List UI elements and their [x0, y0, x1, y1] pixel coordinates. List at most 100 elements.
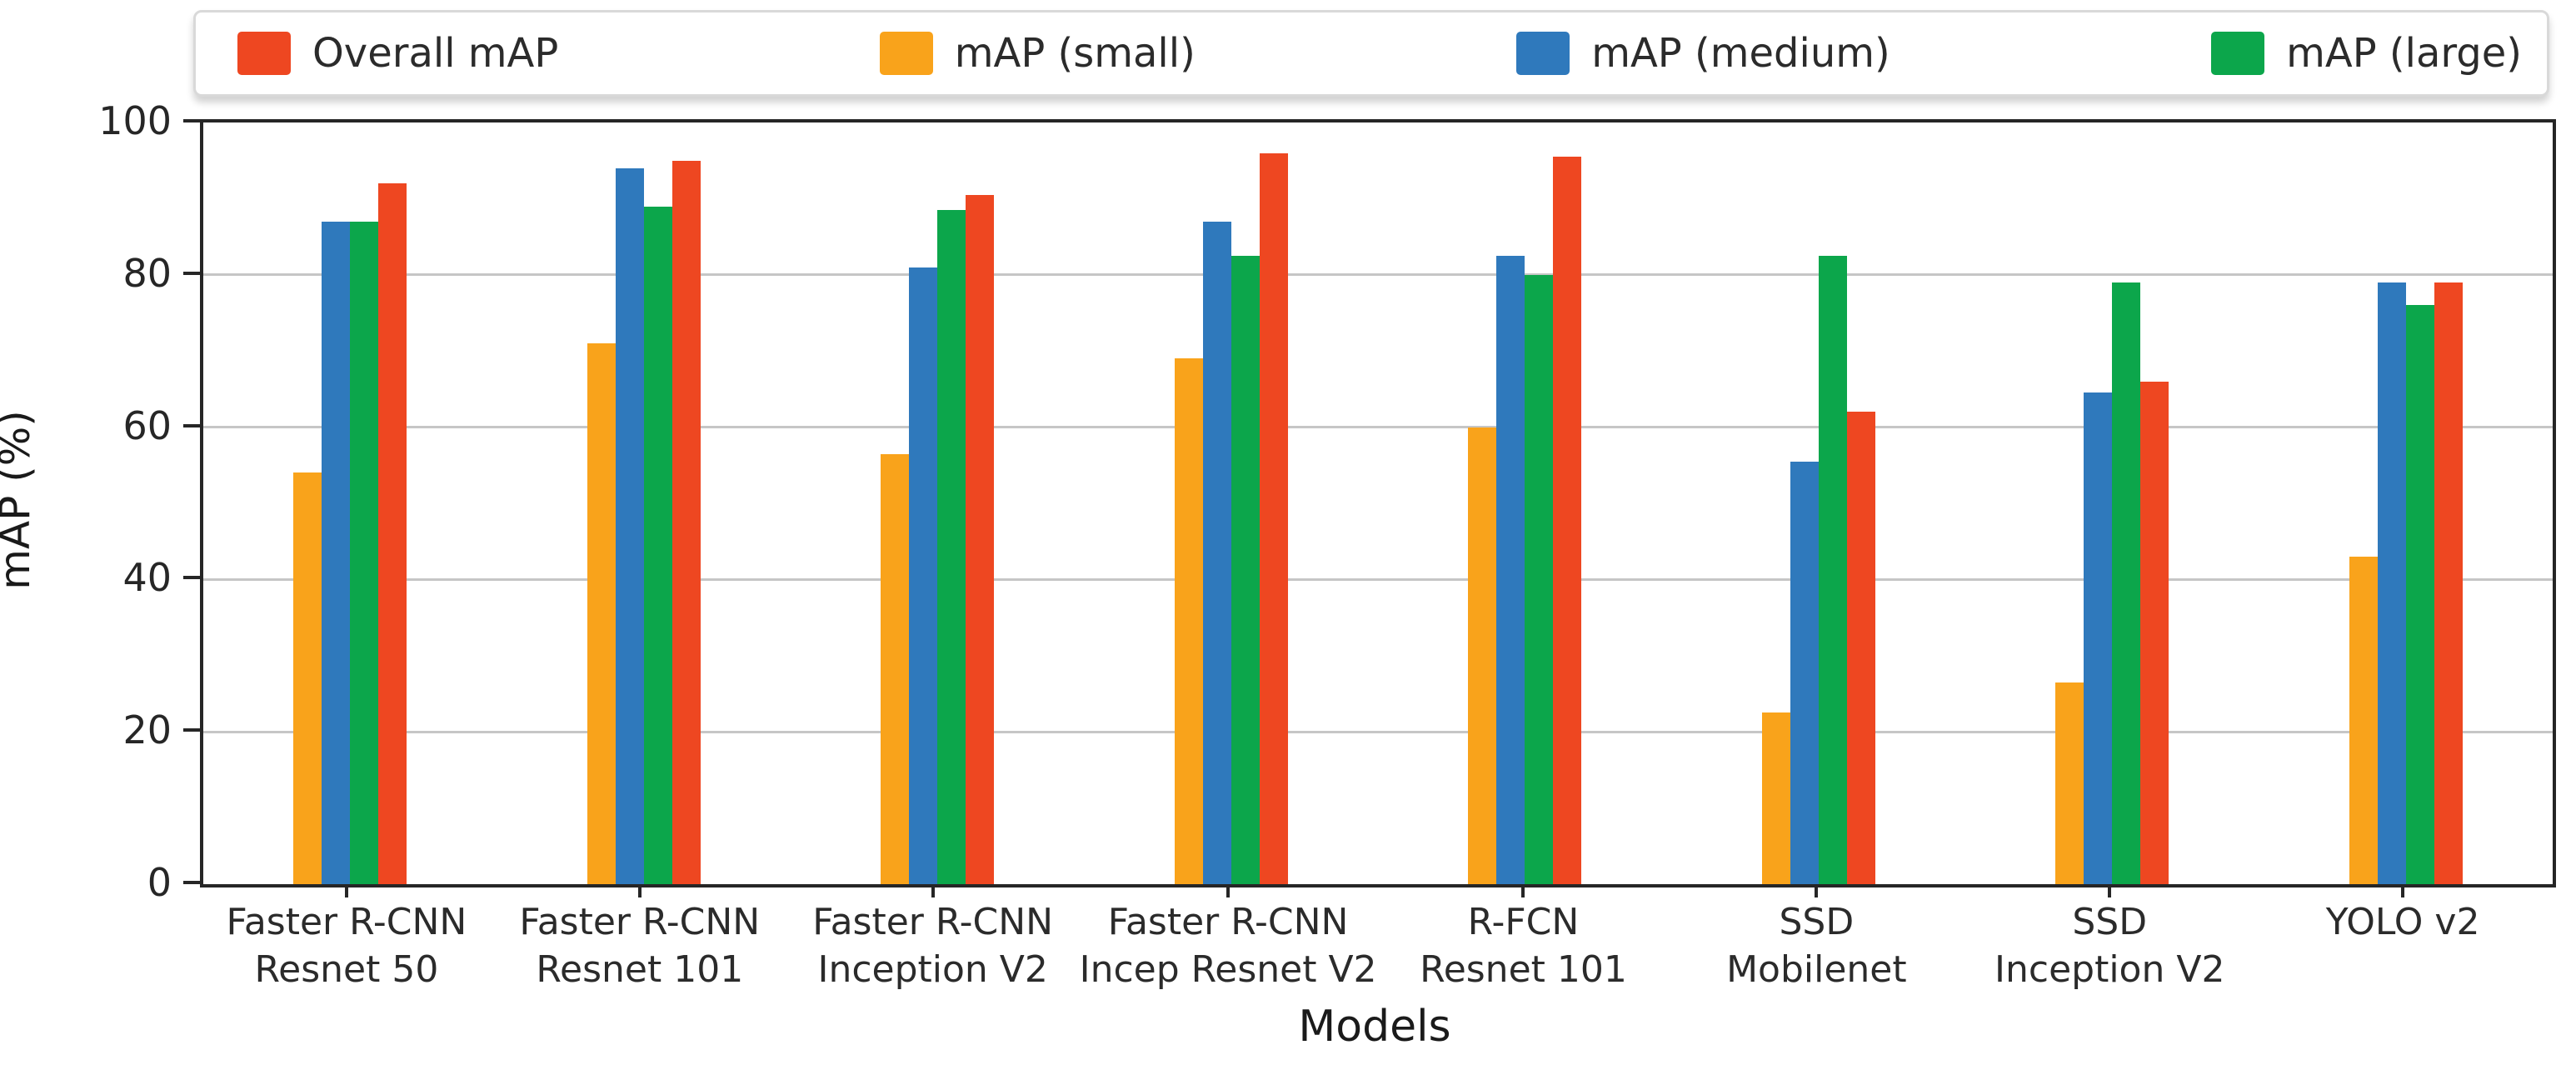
bar-overall-map: [1846, 412, 1875, 884]
legend-swatch-icon: [237, 32, 291, 75]
bar-map-small: [2055, 682, 2084, 884]
x-tick-label: Resnet 50: [254, 948, 439, 991]
bar-map-small: [587, 343, 616, 884]
x-tick-label: Inception V2: [1994, 948, 2225, 991]
bar-overall-map: [966, 194, 995, 884]
y-tick-label: 20: [122, 708, 172, 753]
x-tick: Faster R-CNN Resnet 50: [200, 884, 493, 992]
legend-swatch-icon: [1516, 32, 1570, 75]
bar-map-small: [1174, 358, 1203, 884]
legend-label: Overall mAP: [312, 30, 559, 77]
x-tick-label: SSD: [1779, 901, 1855, 943]
legend-item: mAP (small): [879, 30, 1196, 77]
x-tick: SSD Mobilenet: [1670, 884, 1963, 992]
bar-map-medium: [615, 168, 644, 884]
x-tick: Faster R-CNN Inception V2: [786, 884, 1080, 992]
x-tick-mark: [2401, 884, 2405, 898]
x-tick-mark: [931, 884, 935, 898]
x-axis: Faster R-CNN Resnet 50 Faster R-CNN Resnet …: [200, 884, 2549, 992]
bar-map-large: [1231, 255, 1260, 884]
bar-map-medium: [322, 221, 351, 884]
y-tick: 80: [122, 251, 200, 296]
y-tick-mark: [183, 576, 200, 580]
bar-overall-map: [2140, 381, 2169, 884]
bar-map-small: [1468, 427, 1497, 884]
bar-group: [791, 122, 1085, 884]
x-tick-mark: [1226, 884, 1231, 898]
x-tick-label: YOLO v2: [2325, 901, 2480, 943]
bar-map-medium: [1790, 461, 1819, 884]
x-tick-label: Resnet 101: [536, 948, 744, 991]
legend-swatch-icon: [2211, 32, 2265, 75]
bar-overall-map: [1553, 157, 1582, 884]
x-tick: YOLO v2: [2256, 884, 2549, 992]
x-tick-label: R-FCN: [1467, 901, 1580, 943]
y-tick-label: 100: [98, 98, 172, 143]
y-tick: 60: [122, 403, 200, 448]
bar-overall-map: [671, 160, 701, 884]
x-tick-label: Incep Resnet V2: [1079, 948, 1377, 991]
y-tick-mark: [183, 423, 200, 428]
y-tick: 0: [147, 860, 200, 905]
x-tick-label: Inception V2: [817, 948, 1048, 991]
y-tick-label: 40: [122, 555, 172, 601]
y-tick-mark: [183, 119, 200, 122]
y-tick-mark: [183, 271, 200, 275]
bar-group: [1672, 122, 1966, 884]
x-tick-mark: [1815, 884, 1819, 898]
y-tick-label: 80: [122, 250, 172, 296]
x-tick-label: Resnet 101: [1420, 948, 1627, 991]
bar-group: [2259, 122, 2554, 884]
bar-overall-map: [378, 183, 407, 884]
x-tick-label: Faster R-CNN: [226, 901, 467, 943]
x-tick-mark: [637, 884, 642, 898]
x-tick: SSD Inception V2: [1963, 884, 2256, 992]
y-axis-label: mAP (%): [0, 410, 39, 590]
bar-map-medium: [2084, 392, 2113, 884]
bar-map-small: [881, 453, 910, 884]
y-tick-mark: [183, 881, 200, 884]
y-axis: 0 20 40 60 80 100: [0, 98, 200, 905]
gridline: [203, 578, 2553, 581]
plot-area: [200, 119, 2556, 888]
x-tick-mark: [344, 884, 348, 898]
chart-legend: Overall mAP mAP (small) mAP (medium) mAP (l…: [193, 10, 2549, 97]
gridline: [203, 730, 2553, 733]
x-tick-label: Faster R-CNN: [519, 901, 761, 943]
bar-map-large: [350, 221, 379, 884]
x-tick-label: Faster R-CNN: [1107, 901, 1349, 943]
bar-map-large: [2405, 305, 2434, 884]
x-tick-mark: [2108, 884, 2112, 898]
bar-map-medium: [2377, 282, 2406, 884]
gridline: [203, 273, 2553, 277]
bar-group: [497, 122, 791, 884]
y-tick: 100: [98, 98, 200, 143]
bar-group: [1378, 122, 1672, 884]
legend-item: mAP (medium): [1516, 30, 1890, 77]
gridline: [203, 426, 2553, 429]
bar-overall-map: [2434, 282, 2463, 884]
legend-item: Overall mAP: [237, 30, 558, 77]
bar-map-large: [937, 210, 966, 884]
bar-map-large: [2112, 282, 2141, 884]
bar-group: [203, 122, 497, 884]
bar-map-large: [1818, 255, 1847, 884]
x-tick-label: SSD: [2072, 901, 2148, 943]
legend-label: mAP (large): [2286, 30, 2522, 77]
bar-groups: [203, 122, 2553, 884]
legend-label: mAP (small): [954, 30, 1196, 77]
bar-map-medium: [909, 267, 938, 884]
bar-overall-map: [1259, 152, 1288, 884]
bar-map-large: [1525, 274, 1554, 884]
x-axis-label: Models: [1298, 1002, 1451, 1052]
legend-swatch-icon: [879, 32, 933, 75]
x-tick: Faster R-CNN Incep Resnet V2: [1080, 884, 1377, 992]
y-tick-label: 60: [122, 402, 172, 448]
x-tick: R-FCN Resnet 101: [1377, 884, 1670, 992]
bar-map-medium: [1496, 255, 1525, 884]
y-tick: 20: [122, 708, 200, 752]
bar-map-small: [293, 472, 322, 884]
legend-item: mAP (large): [2211, 30, 2522, 77]
bar-map-medium: [1202, 221, 1231, 884]
bar-map-large: [643, 206, 672, 884]
